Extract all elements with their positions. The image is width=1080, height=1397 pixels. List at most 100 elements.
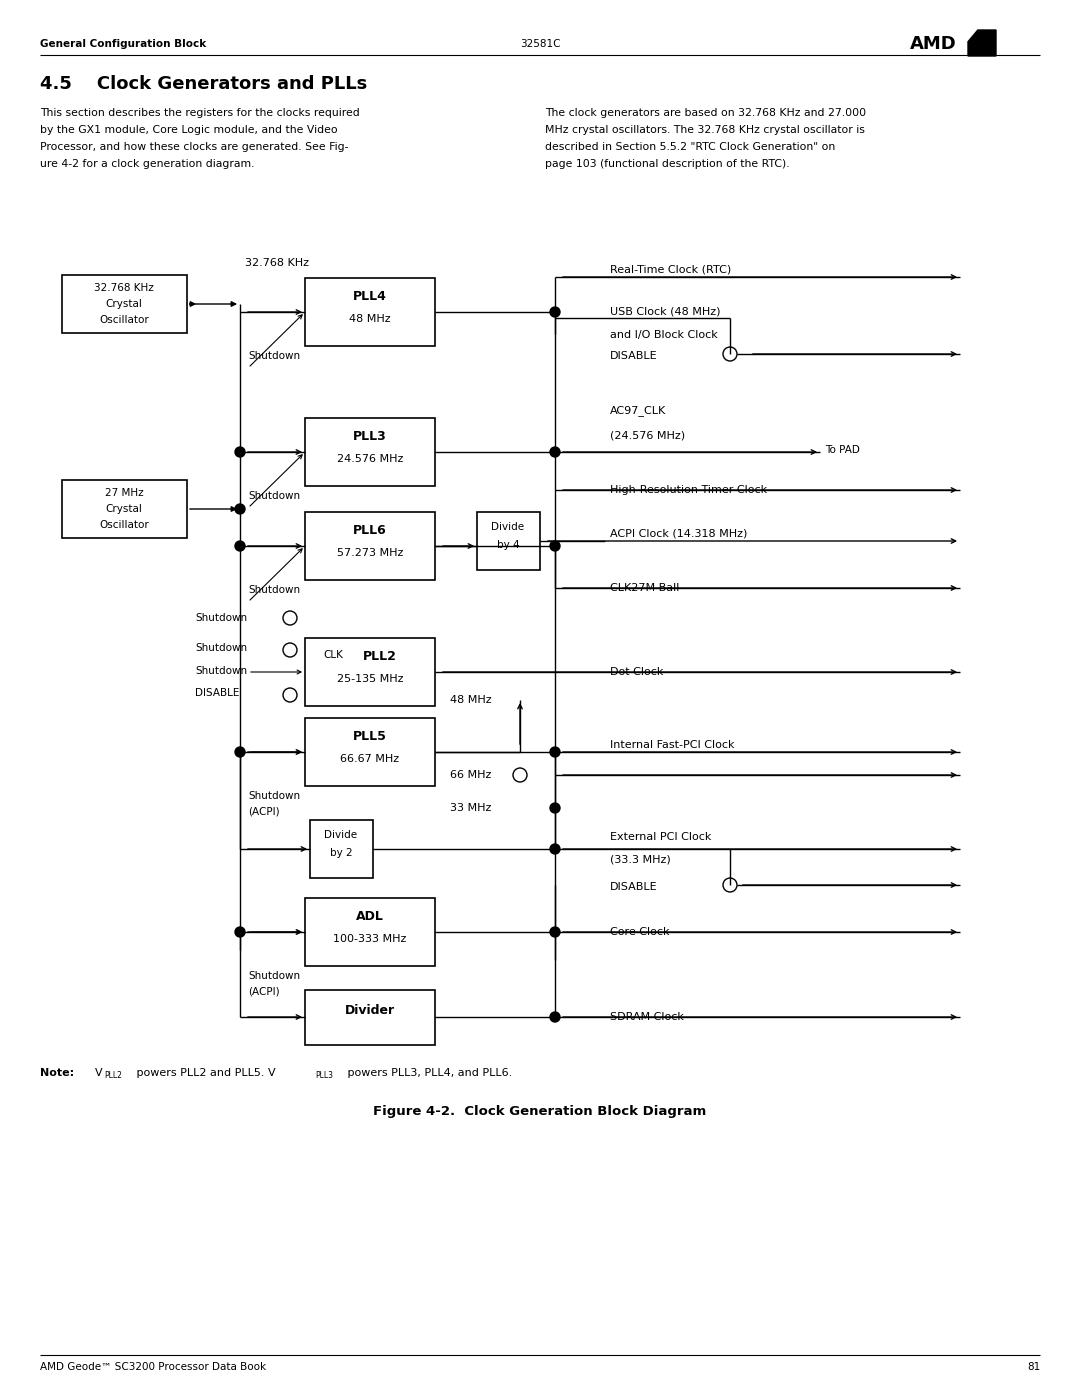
Text: PLL2: PLL2 [363, 650, 396, 664]
Text: PLL4: PLL4 [353, 291, 387, 303]
Bar [477, 511, 540, 570]
Text: Oscillator: Oscillator [99, 520, 149, 529]
Circle shape [550, 541, 561, 550]
Text: This section describes the registers for the clocks required: This section describes the registers for… [40, 108, 360, 117]
Bar [305, 638, 435, 705]
Circle shape [283, 687, 297, 703]
Circle shape [550, 928, 561, 937]
Bar [310, 820, 373, 877]
Circle shape [283, 643, 297, 657]
Text: powers PLL2 and PLL5. V: powers PLL2 and PLL5. V [133, 1067, 275, 1078]
Text: Processor, and how these clocks are generated. See Fig-: Processor, and how these clocks are gene… [40, 142, 349, 152]
Text: powers PLL3, PLL4, and PLL6.: powers PLL3, PLL4, and PLL6. [345, 1067, 512, 1078]
Text: High-Resolution Timer Clock: High-Resolution Timer Clock [610, 485, 767, 495]
Text: 25-135 MHz: 25-135 MHz [337, 673, 403, 685]
Circle shape [550, 747, 561, 757]
Text: Crystal: Crystal [106, 299, 143, 309]
Circle shape [723, 877, 737, 893]
Bar [305, 718, 435, 787]
Bar [62, 481, 187, 538]
Text: Crystal: Crystal [106, 504, 143, 514]
Text: by 4: by 4 [497, 541, 519, 550]
Circle shape [550, 803, 561, 813]
Text: 33 MHz: 33 MHz [450, 803, 491, 813]
Text: (ACPI): (ACPI) [248, 986, 280, 996]
Text: 24.576 MHz: 24.576 MHz [337, 454, 403, 464]
Circle shape [550, 1011, 561, 1023]
Bar [305, 990, 435, 1045]
Text: 4.5    Clock Generators and PLLs: 4.5 Clock Generators and PLLs [40, 75, 367, 94]
Text: General Configuration Block: General Configuration Block [40, 39, 206, 49]
Text: 66.67 MHz: 66.67 MHz [340, 754, 400, 764]
Text: 27 MHz: 27 MHz [105, 488, 144, 497]
Text: page 103 (functional description of the RTC).: page 103 (functional description of the … [545, 159, 789, 169]
Text: Divider: Divider [345, 1004, 395, 1017]
Text: To PAD: To PAD [825, 446, 860, 455]
Circle shape [235, 928, 245, 937]
Text: Shutdown: Shutdown [248, 585, 300, 595]
Text: by 2: by 2 [329, 848, 352, 858]
Circle shape [283, 610, 297, 624]
Text: Dot Clock: Dot Clock [610, 666, 663, 678]
Text: 81: 81 [1027, 1362, 1040, 1372]
Text: Shutdown: Shutdown [248, 791, 300, 800]
Circle shape [235, 504, 245, 514]
Text: by the GX1 module, Core Logic module, and the Video: by the GX1 module, Core Logic module, an… [40, 124, 338, 136]
Text: Shutdown: Shutdown [248, 490, 300, 502]
Bar [62, 275, 187, 332]
Text: PLL6: PLL6 [353, 524, 387, 536]
Text: Oscillator: Oscillator [99, 314, 149, 326]
Text: DISABLE: DISABLE [610, 351, 658, 360]
Circle shape [513, 768, 527, 782]
Circle shape [550, 307, 561, 317]
Text: 48 MHz: 48 MHz [349, 314, 391, 324]
Text: Core Clock: Core Clock [610, 928, 670, 937]
Text: CLK27M Ball: CLK27M Ball [610, 583, 679, 592]
Circle shape [550, 844, 561, 854]
Bar [305, 418, 435, 486]
Text: 32.768 KHz: 32.768 KHz [94, 284, 153, 293]
Text: 32581C: 32581C [519, 39, 561, 49]
Text: AC97_CLK: AC97_CLK [610, 405, 666, 416]
Text: AMD Geode™ SC3200 Processor Data Book: AMD Geode™ SC3200 Processor Data Book [40, 1362, 266, 1372]
Text: External PCI Clock: External PCI Clock [610, 833, 712, 842]
Text: AMD: AMD [910, 35, 957, 53]
Text: DISABLE: DISABLE [195, 687, 240, 698]
Text: described in Section 5.5.2 "RTC Clock Generation" on: described in Section 5.5.2 "RTC Clock Ge… [545, 142, 835, 152]
Circle shape [723, 346, 737, 360]
Bar [305, 898, 435, 965]
Text: 100-333 MHz: 100-333 MHz [334, 935, 407, 944]
Text: ure 4-2 for a clock generation diagram.: ure 4-2 for a clock generation diagram. [40, 159, 255, 169]
Text: (ACPI): (ACPI) [248, 806, 280, 816]
Circle shape [235, 541, 245, 550]
Text: Real-Time Clock (RTC): Real-Time Clock (RTC) [610, 265, 731, 275]
Text: (33.3 MHz): (33.3 MHz) [610, 855, 671, 865]
Text: 48 MHz: 48 MHz [450, 694, 491, 705]
Circle shape [235, 747, 245, 757]
Text: and I/O Block Clock: and I/O Block Clock [610, 330, 718, 339]
Text: ACPI Clock (14.318 MHz): ACPI Clock (14.318 MHz) [610, 529, 747, 539]
Text: 66 MHz: 66 MHz [450, 770, 491, 780]
Text: PLL5: PLL5 [353, 731, 387, 743]
Text: Shutdown: Shutdown [195, 643, 247, 652]
Text: 57.273 MHz: 57.273 MHz [337, 548, 403, 557]
Text: Shutdown: Shutdown [248, 971, 300, 981]
Text: 32.768 KHz: 32.768 KHz [245, 258, 309, 268]
Text: CLK: CLK [323, 650, 342, 659]
Text: Note:: Note: [40, 1067, 75, 1078]
Text: PLL3: PLL3 [353, 430, 387, 443]
Bar [305, 511, 435, 580]
Circle shape [550, 447, 561, 457]
Text: PLL2: PLL2 [104, 1071, 122, 1080]
Text: Shutdown: Shutdown [195, 666, 247, 676]
Text: USB Clock (48 MHz): USB Clock (48 MHz) [610, 306, 720, 316]
Text: SDRAM Clock: SDRAM Clock [610, 1011, 684, 1023]
Text: DISABLE: DISABLE [610, 882, 658, 893]
Text: Divide: Divide [491, 522, 525, 532]
Text: Divide: Divide [324, 830, 357, 840]
Circle shape [235, 447, 245, 457]
Text: Figure 4-2.  Clock Generation Block Diagram: Figure 4-2. Clock Generation Block Diagr… [374, 1105, 706, 1118]
Text: MHz crystal oscillators. The 32.768 KHz crystal oscillator is: MHz crystal oscillators. The 32.768 KHz … [545, 124, 865, 136]
Text: Shutdown: Shutdown [248, 351, 300, 360]
Text: PLL3: PLL3 [315, 1071, 333, 1080]
